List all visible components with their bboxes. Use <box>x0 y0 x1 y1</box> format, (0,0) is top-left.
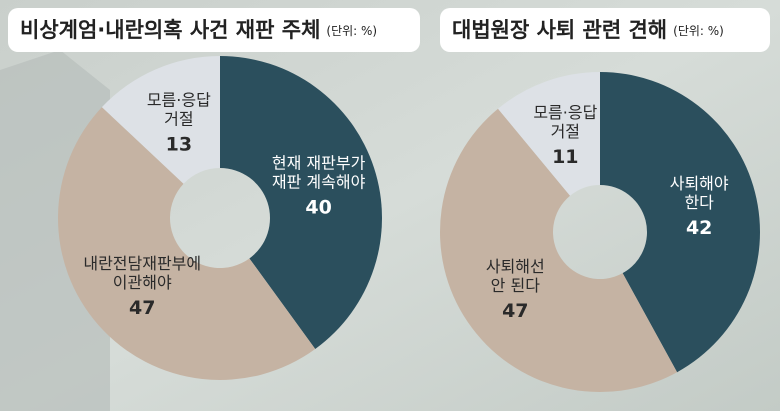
unit: (단위: %) <box>326 24 377 38</box>
slice-label: 거절 <box>164 109 193 128</box>
title-box <box>440 8 770 52</box>
slice <box>57 107 316 381</box>
chart-title: 대법원장 사퇴 관련 견해 (단위: %) <box>452 18 724 42</box>
title-text: 대법원장 사퇴 관련 견해 <box>452 18 667 42</box>
title-text: 비상계엄·내란의혹 사건 재판 주체 <box>20 18 320 42</box>
value-label: 42 <box>686 217 712 239</box>
value-label: 40 <box>305 196 331 218</box>
slice <box>439 108 678 393</box>
value-label: 11 <box>552 146 578 168</box>
unit: (단위: %) <box>673 24 724 38</box>
slice-label: 한다 <box>684 193 714 212</box>
slice-label: 현재 재판부가 <box>272 153 366 172</box>
slice <box>600 72 761 373</box>
slice-label: 모름·응답 <box>533 103 597 122</box>
slice-label: 내란전담재판부에 <box>83 254 201 273</box>
slice-label: 이관해야 <box>113 273 172 292</box>
slice <box>498 72 600 196</box>
slice <box>220 56 382 350</box>
title-box <box>8 8 420 52</box>
value-label: 47 <box>129 297 155 319</box>
slice <box>101 56 220 184</box>
slice-label: 재판 계속해야 <box>272 172 366 191</box>
value-label: 13 <box>166 133 192 155</box>
chart-title: 비상계엄·내란의혹 사건 재판 주체 (단위: %) <box>20 18 377 42</box>
value-label: 47 <box>502 300 528 322</box>
slice-label: 사퇴해야 <box>670 174 729 193</box>
slice-label: 거절 <box>551 122 580 141</box>
slice-label: 모름·응답 <box>147 90 211 109</box>
slice-label: 안 된다 <box>491 276 541 295</box>
slice-label: 사퇴해선 <box>486 257 545 276</box>
